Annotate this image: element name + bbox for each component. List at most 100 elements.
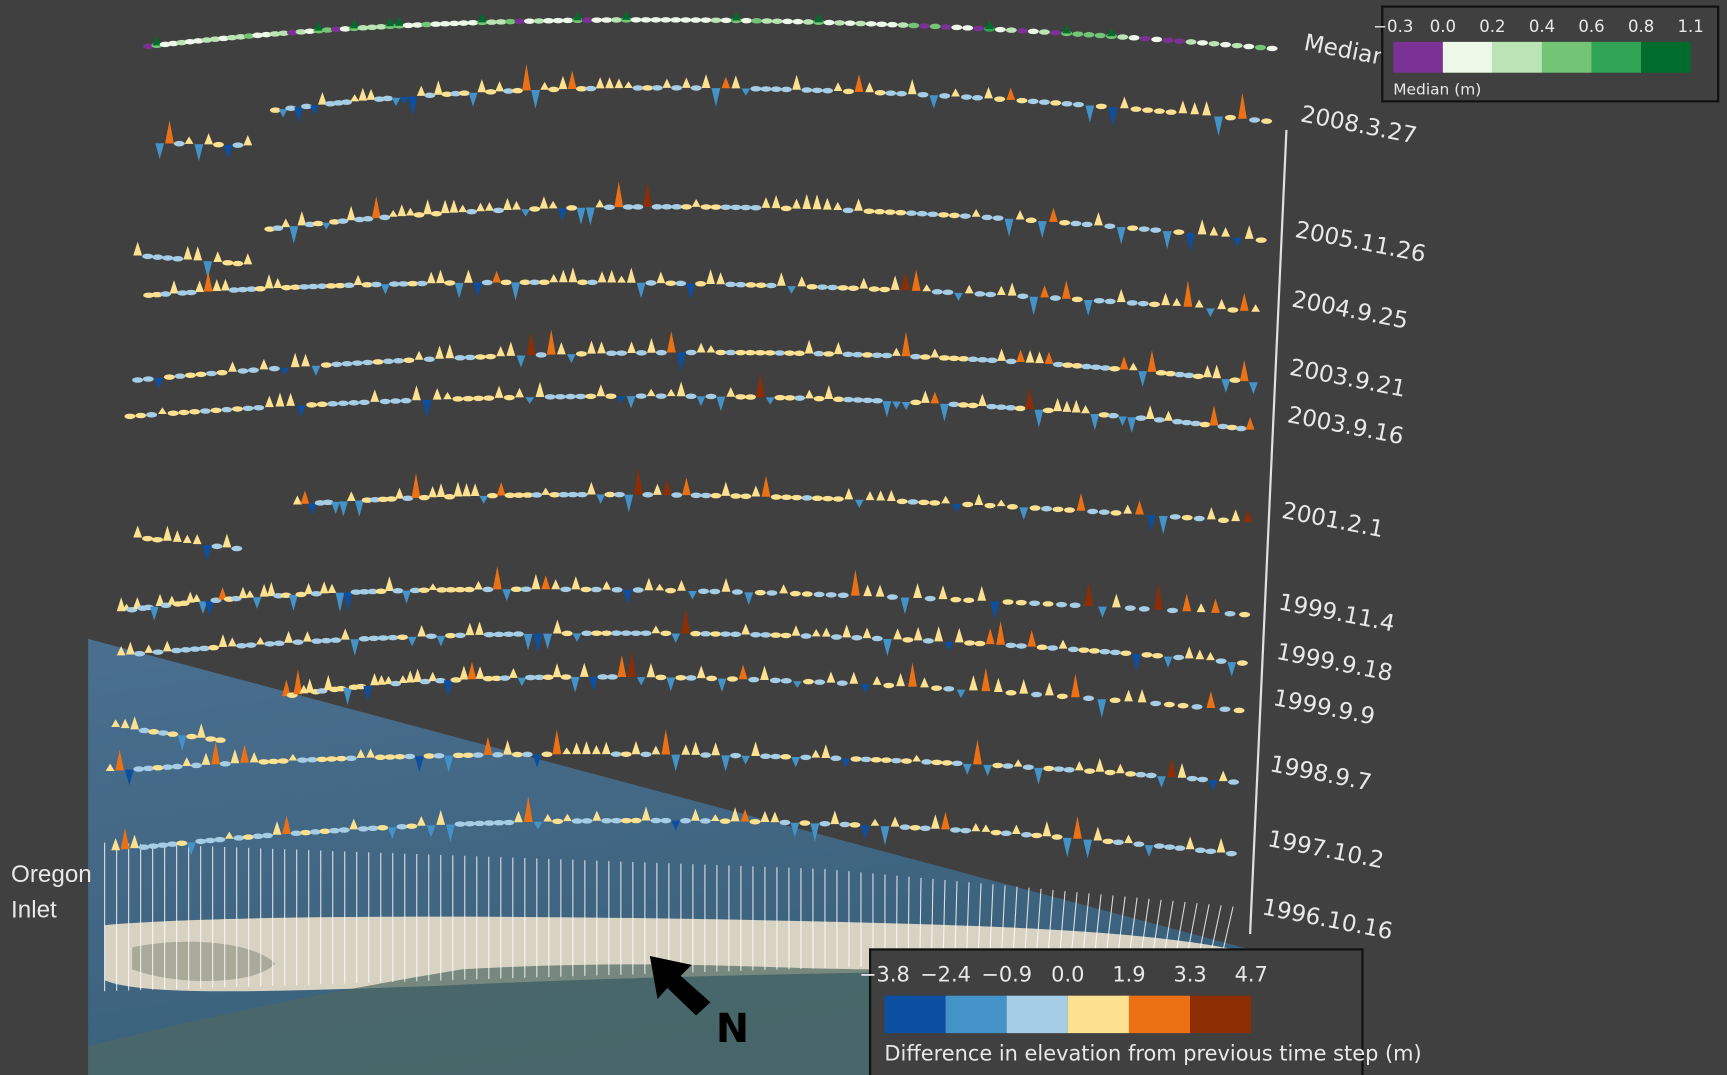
glyph (642, 85, 653, 91)
glyph (511, 587, 522, 593)
glyph (452, 396, 463, 402)
glyph (214, 837, 225, 843)
glyph (252, 834, 263, 840)
swatch (1129, 996, 1190, 1033)
glyph (591, 17, 602, 23)
glyph (190, 646, 201, 652)
glyph (781, 678, 792, 684)
glyph (755, 350, 766, 356)
glyph (1068, 647, 1079, 653)
glyph (560, 587, 571, 593)
glyph (611, 751, 622, 757)
glyph (872, 636, 883, 642)
legend-tick-label: 1.9 (1112, 962, 1145, 986)
glyph (138, 844, 149, 850)
glyph (1220, 42, 1231, 48)
glyph (1146, 773, 1157, 779)
glyph (362, 360, 373, 366)
glyph (152, 254, 163, 260)
glyph (493, 208, 504, 214)
glyph (732, 589, 743, 595)
glyph (274, 641, 285, 647)
glyph (735, 394, 746, 400)
glyph (143, 376, 154, 382)
glyph (455, 821, 466, 827)
glyph (791, 495, 802, 501)
glyph (1128, 35, 1139, 41)
glyph (1117, 34, 1128, 40)
glyph (852, 397, 863, 403)
glyph (812, 88, 823, 94)
glyph (601, 17, 612, 23)
swatch (1443, 42, 1493, 73)
glyph (640, 630, 651, 636)
glyph (671, 85, 682, 91)
glyph (1016, 98, 1027, 104)
swatch (1592, 42, 1642, 73)
glyph (237, 368, 248, 374)
glyph (1151, 37, 1162, 43)
glyph (827, 285, 838, 291)
glyph (1150, 701, 1161, 707)
glyph (910, 825, 921, 831)
glyph (1228, 779, 1239, 785)
glyph (760, 632, 771, 638)
glyph (1173, 655, 1184, 661)
glyph (1187, 776, 1198, 782)
glyph (258, 759, 269, 765)
glyph (576, 351, 587, 357)
glyph (656, 350, 667, 356)
glyph (1050, 30, 1061, 36)
glyph (780, 633, 791, 639)
glyph (725, 282, 736, 288)
glyph (782, 19, 793, 25)
glyph (817, 284, 828, 290)
glyph (359, 400, 370, 406)
glyph (755, 282, 766, 288)
glyph (338, 401, 349, 407)
legend-tick-label: −2.4 (920, 962, 971, 986)
glyph (908, 23, 919, 29)
glyph (1110, 698, 1121, 704)
glyph (402, 495, 413, 501)
glyph (1017, 293, 1028, 299)
glyph (499, 675, 510, 681)
glyph (949, 213, 960, 219)
glyph (1099, 509, 1110, 515)
glyph (813, 351, 824, 357)
glyph (200, 408, 211, 414)
glyph (1181, 420, 1192, 426)
glyph (1021, 832, 1032, 838)
glyph (633, 587, 644, 593)
glyph (1120, 650, 1131, 656)
swatch (1068, 996, 1129, 1033)
glyph (963, 597, 974, 603)
glyph (770, 754, 781, 760)
glyph (996, 404, 1007, 410)
glyph (1105, 299, 1116, 305)
glyph (1195, 848, 1206, 854)
glyph (973, 26, 984, 32)
glyph (1028, 29, 1039, 35)
glyph (134, 651, 145, 657)
glyph (843, 352, 854, 358)
glyph (1164, 702, 1175, 708)
glyph (178, 410, 189, 416)
glyph (1052, 507, 1063, 513)
glyph (670, 17, 681, 23)
glyph (784, 350, 795, 356)
glyph (1178, 703, 1189, 709)
glyph (652, 204, 663, 210)
glyph (735, 350, 746, 356)
glyph (730, 632, 741, 638)
glyph (496, 19, 507, 25)
glyph (695, 281, 706, 287)
legend-tick-label: 3.3 (1173, 962, 1206, 986)
glyph (700, 752, 711, 758)
glyph (992, 215, 1003, 221)
glyph (1089, 648, 1100, 654)
glyph (1141, 652, 1152, 658)
glyph (977, 357, 988, 363)
glyph (157, 842, 168, 848)
glyph (580, 587, 591, 593)
